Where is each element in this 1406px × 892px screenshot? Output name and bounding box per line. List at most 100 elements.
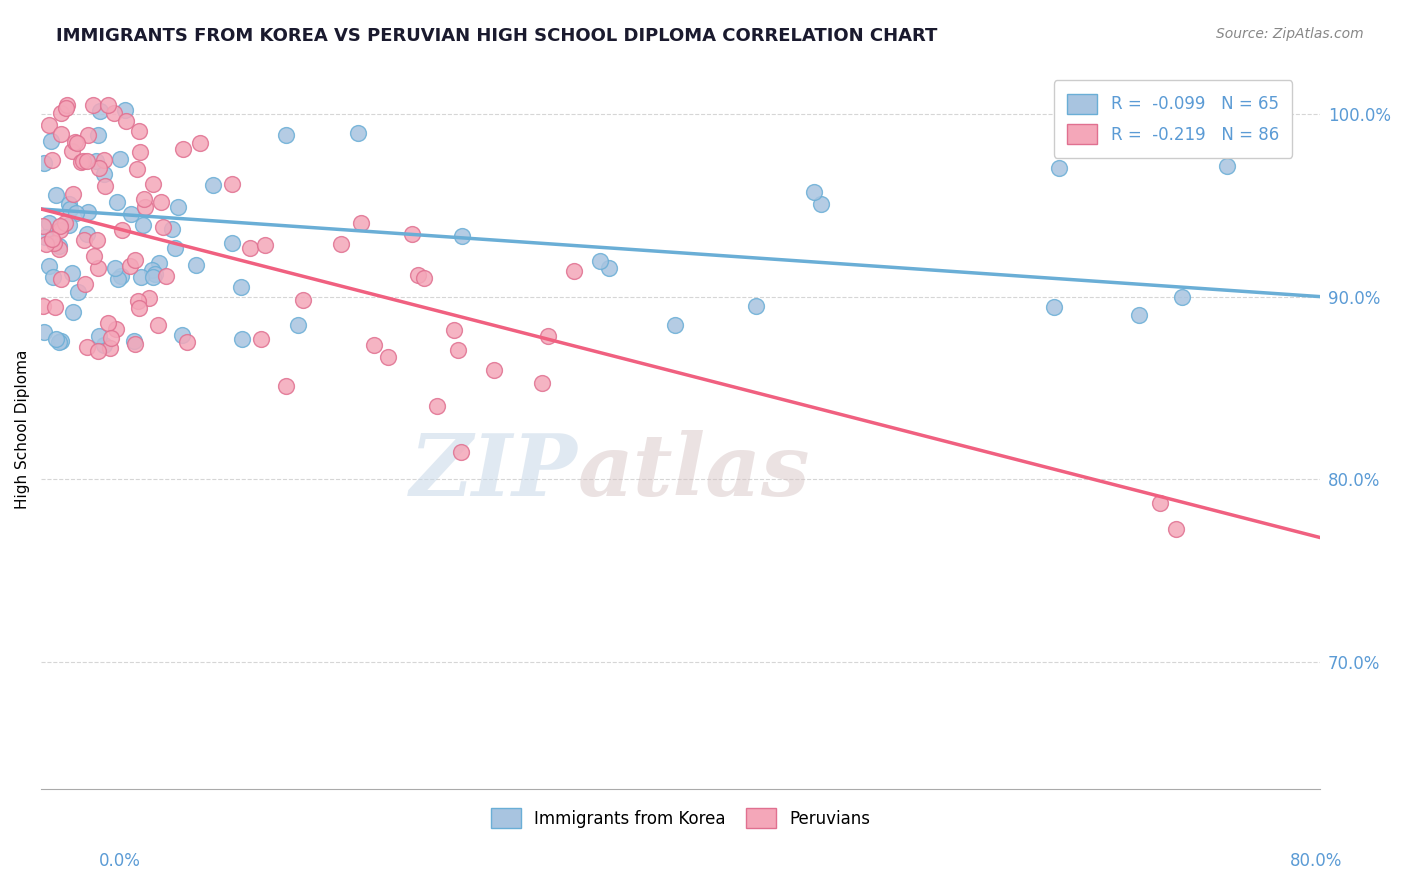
Point	[443, 323, 465, 337]
Point	[132, 192, 155, 206]
Point	[1149, 495, 1171, 509]
Point	[34, 156, 56, 170]
Point	[111, 223, 134, 237]
Point	[142, 178, 165, 192]
Point	[1171, 290, 1194, 304]
Point	[1216, 159, 1239, 173]
Point	[44, 332, 66, 346]
Point	[48, 242, 70, 256]
Point	[72, 153, 94, 168]
Point	[41, 232, 63, 246]
Point	[58, 197, 80, 211]
Point	[60, 144, 83, 158]
Point	[60, 266, 83, 280]
Point	[83, 249, 105, 263]
Point	[276, 379, 298, 393]
Point	[229, 279, 252, 293]
Point	[274, 128, 297, 142]
Point	[745, 299, 768, 313]
Point	[172, 327, 194, 342]
Point	[1047, 161, 1070, 175]
Point	[103, 260, 125, 275]
Point	[148, 256, 170, 270]
Point	[87, 328, 110, 343]
Point	[562, 264, 585, 278]
Text: atlas: atlas	[578, 430, 811, 514]
Point	[134, 200, 156, 214]
Point	[53, 216, 76, 230]
Legend: Immigrants from Korea, Peruvians: Immigrants from Korea, Peruvians	[484, 801, 876, 835]
Point	[49, 272, 72, 286]
Point	[810, 197, 832, 211]
Point	[86, 233, 108, 247]
Point	[49, 223, 72, 237]
Point	[150, 195, 173, 210]
Point	[143, 267, 166, 281]
Point	[49, 127, 72, 141]
Point	[176, 334, 198, 349]
Point	[155, 268, 177, 283]
Point	[253, 238, 276, 252]
Point	[65, 136, 87, 151]
Point	[93, 338, 115, 352]
Point	[122, 334, 145, 348]
Point	[51, 334, 73, 349]
Point	[48, 335, 70, 350]
Point	[447, 343, 470, 357]
Point	[110, 269, 132, 284]
Point	[1128, 308, 1150, 322]
Point	[87, 344, 110, 359]
Point	[89, 103, 111, 118]
Point	[124, 252, 146, 267]
Point	[48, 238, 70, 252]
Point	[129, 270, 152, 285]
Point	[97, 98, 120, 112]
Point	[142, 270, 165, 285]
Point	[125, 161, 148, 176]
Point	[62, 305, 84, 319]
Point	[482, 362, 505, 376]
Point	[44, 300, 66, 314]
Point	[108, 152, 131, 166]
Point	[67, 285, 90, 299]
Point	[166, 200, 188, 214]
Point	[51, 105, 73, 120]
Point	[127, 293, 149, 308]
Y-axis label: High School Diploma: High School Diploma	[15, 349, 30, 508]
Point	[190, 136, 212, 150]
Point	[231, 332, 253, 346]
Text: 0.0%: 0.0%	[98, 852, 141, 870]
Point	[664, 318, 686, 332]
Point	[32, 300, 55, 314]
Point	[76, 205, 98, 219]
Point	[76, 227, 98, 242]
Point	[58, 218, 80, 232]
Text: Source: ZipAtlas.com: Source: ZipAtlas.com	[1216, 27, 1364, 41]
Point	[401, 227, 423, 241]
Point	[152, 219, 174, 234]
Point	[34, 230, 56, 244]
Point	[38, 216, 60, 230]
Point	[124, 337, 146, 351]
Point	[146, 318, 169, 333]
Point	[84, 153, 107, 168]
Point	[45, 187, 67, 202]
Point	[377, 350, 399, 364]
Point	[39, 134, 62, 148]
Point	[76, 340, 98, 354]
Point	[82, 98, 104, 112]
Point	[163, 242, 186, 256]
Point	[73, 233, 96, 247]
Text: 80.0%: 80.0%	[1291, 852, 1343, 870]
Point	[115, 114, 138, 128]
Point	[76, 128, 98, 142]
Point	[1043, 300, 1066, 314]
Point	[202, 178, 225, 193]
Point	[363, 337, 385, 351]
Point	[287, 318, 309, 332]
Point	[138, 291, 160, 305]
Point	[76, 153, 98, 168]
Point	[97, 316, 120, 330]
Point	[59, 202, 82, 216]
Point	[120, 259, 142, 273]
